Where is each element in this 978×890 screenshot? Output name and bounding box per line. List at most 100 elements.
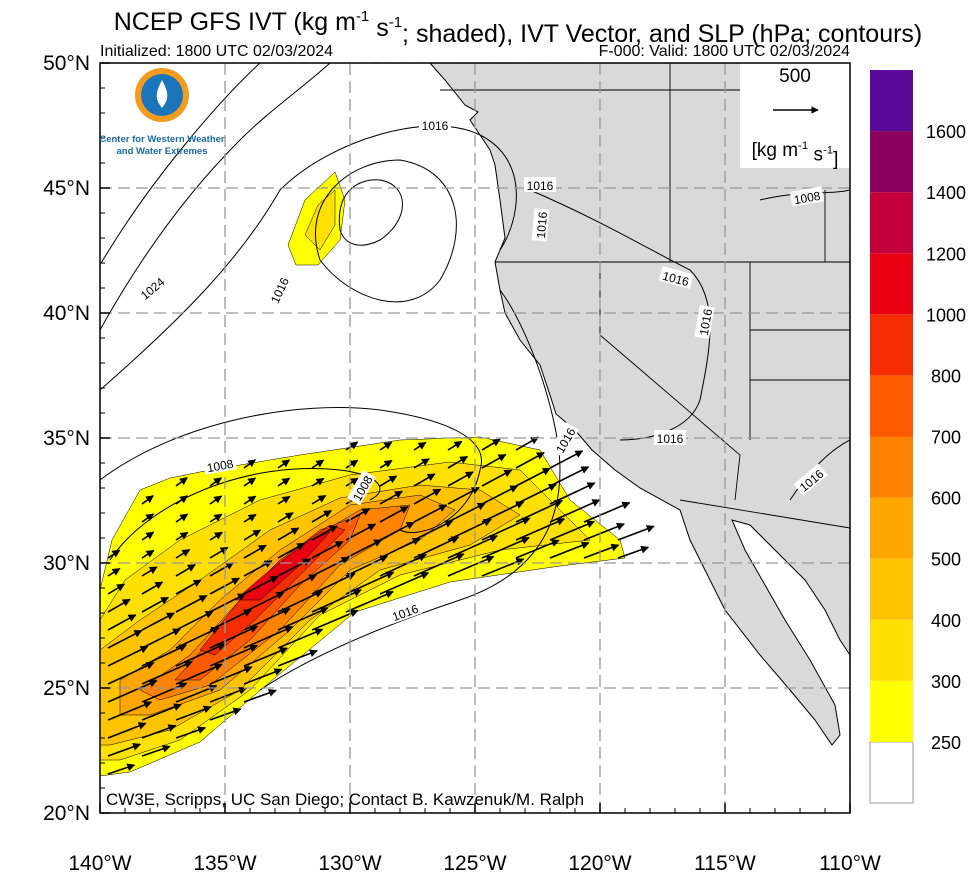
vector: [515, 539, 560, 559]
vector-key-box: [740, 63, 850, 168]
vector: [209, 561, 235, 577]
colorbar-box: [870, 558, 913, 620]
text-part: ]: [833, 149, 838, 170]
vector: [277, 495, 291, 505]
colorbar-label: 1200: [926, 244, 966, 264]
vector: [209, 665, 253, 685]
vector: [243, 689, 277, 703]
vector: [481, 485, 519, 505]
vector: [583, 501, 631, 523]
x-tick-label: 130°W: [318, 852, 381, 875]
contour-label: 1016: [657, 432, 684, 446]
y-tick-label: 25°N: [43, 677, 90, 700]
colorbar-box: [870, 619, 913, 681]
vector: [447, 440, 463, 451]
colorbar-box: [869, 741, 914, 804]
y-tick-label: 30°N: [43, 552, 90, 575]
vector: [243, 647, 288, 667]
vector: [107, 645, 149, 667]
vector: [345, 459, 359, 469]
contour-label-bg: [654, 430, 686, 445]
contour-label: 1016: [422, 119, 449, 133]
contour-label: 1016: [534, 211, 550, 239]
vector: [345, 523, 377, 541]
vector: [277, 477, 291, 487]
vector: [345, 539, 383, 559]
vector: [447, 471, 474, 487]
text-part: s: [369, 14, 388, 42]
contour-label-bg: [134, 271, 169, 304]
contour-label-bg: [524, 177, 556, 192]
superscript: -1: [798, 140, 808, 152]
vector: [175, 663, 223, 685]
contour-label-bg: [550, 422, 580, 458]
vector: [345, 441, 359, 451]
vector: [243, 625, 294, 649]
vector: [107, 661, 155, 685]
colorbar-label: 700: [931, 428, 961, 448]
vector: [447, 502, 486, 523]
vector: [379, 521, 415, 541]
vector: [175, 513, 189, 523]
contour-label-bg: [658, 266, 694, 289]
vector-key-magnitude: 500: [779, 66, 811, 87]
vector: [379, 459, 393, 469]
colorbar-box: [870, 314, 913, 376]
vector: [413, 504, 448, 523]
vector: [175, 476, 188, 487]
vector: [311, 525, 338, 541]
contour-label-bg: [347, 470, 377, 506]
vector: [141, 682, 188, 703]
vector: [175, 531, 189, 541]
vector: [277, 628, 324, 649]
vector: [481, 438, 501, 451]
contour-label-bg: [419, 117, 451, 132]
vector: [175, 726, 207, 739]
vector: [311, 540, 344, 559]
contour-label: 1008: [793, 189, 822, 207]
vector: [379, 475, 398, 487]
vector: [277, 558, 312, 577]
vector: [413, 473, 436, 487]
vector: [175, 705, 212, 721]
vector: [583, 543, 620, 559]
vector-key-units: [kg m-1 s-1]: [752, 140, 839, 170]
vector: [107, 679, 158, 703]
text-part: s: [808, 145, 823, 166]
vector: [209, 477, 223, 487]
vector: [107, 598, 131, 613]
vector: [243, 544, 267, 559]
superscript: -1: [356, 8, 369, 25]
contour-label: 1016: [697, 307, 715, 336]
contour-label-bg: [789, 186, 824, 207]
vector: [209, 531, 223, 541]
x-tick-label: 115°W: [694, 852, 756, 875]
contour-label: 1008: [206, 457, 235, 475]
vector: [209, 495, 223, 505]
vector: [107, 722, 147, 739]
vector: [617, 525, 655, 541]
vector: [549, 450, 584, 469]
colorbar-box: [870, 70, 913, 132]
vector: [379, 537, 421, 559]
colorbar-box: [870, 192, 913, 254]
vector: [141, 549, 155, 559]
vector: [175, 564, 196, 577]
x-tick-label: 110°W: [819, 852, 881, 875]
vector: [345, 555, 389, 577]
vector: [175, 594, 208, 613]
contour-label-bg: [531, 208, 550, 242]
vector: [243, 477, 257, 487]
vector: [311, 459, 325, 469]
vector: [277, 527, 300, 541]
text-part: NCEP GFS IVT (kg m: [114, 8, 356, 36]
vector: [243, 529, 262, 541]
title: NCEP GFS IVT (kg m-1 s-1; shaded), IVT V…: [114, 8, 923, 48]
vector: [141, 744, 171, 757]
superscript: -1: [823, 145, 833, 157]
vector: [243, 591, 285, 613]
vector: [209, 609, 253, 631]
vector: [617, 545, 650, 559]
vector: [413, 520, 454, 541]
